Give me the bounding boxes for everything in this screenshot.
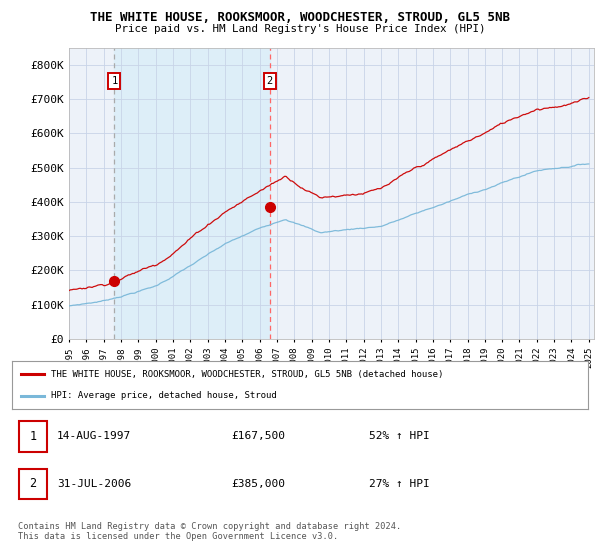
Text: 14-AUG-1997: 14-AUG-1997 <box>57 431 131 441</box>
Text: 2: 2 <box>29 477 36 491</box>
Bar <box>115 48 269 339</box>
Text: THE WHITE HOUSE, ROOKSMOOR, WOODCHESTER, STROUD, GL5 5NB (detached house): THE WHITE HOUSE, ROOKSMOOR, WOODCHESTER,… <box>51 370 443 379</box>
Text: THE WHITE HOUSE, ROOKSMOOR, WOODCHESTER, STROUD, GL5 5NB: THE WHITE HOUSE, ROOKSMOOR, WOODCHESTER,… <box>90 11 510 24</box>
Text: Contains HM Land Registry data © Crown copyright and database right 2024.
This d: Contains HM Land Registry data © Crown c… <box>18 522 401 542</box>
Text: Price paid vs. HM Land Registry's House Price Index (HPI): Price paid vs. HM Land Registry's House … <box>115 24 485 34</box>
Text: 31-JUL-2006: 31-JUL-2006 <box>57 479 131 489</box>
Text: 27% ↑ HPI: 27% ↑ HPI <box>369 479 430 489</box>
Text: 2: 2 <box>266 76 273 86</box>
Text: 52% ↑ HPI: 52% ↑ HPI <box>369 431 430 441</box>
Text: HPI: Average price, detached house, Stroud: HPI: Average price, detached house, Stro… <box>51 391 277 400</box>
Text: £385,000: £385,000 <box>231 479 285 489</box>
Text: 1: 1 <box>29 430 36 443</box>
Text: 1: 1 <box>111 76 118 86</box>
FancyBboxPatch shape <box>19 421 47 451</box>
FancyBboxPatch shape <box>19 469 47 499</box>
Text: £167,500: £167,500 <box>231 431 285 441</box>
